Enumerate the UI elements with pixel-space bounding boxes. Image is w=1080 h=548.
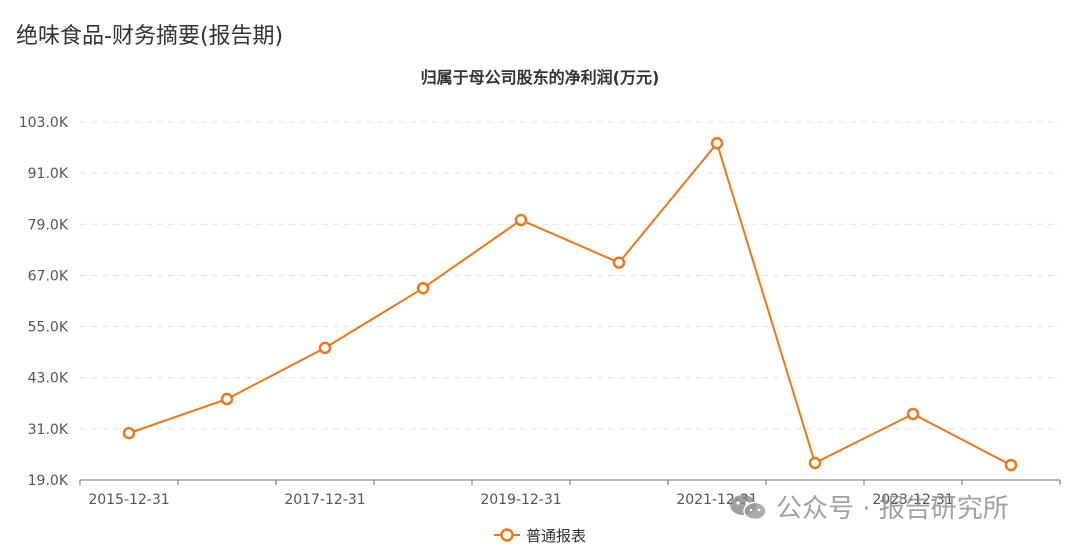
y-tick-label: 91.0K (28, 166, 69, 182)
y-tick-label: 43.0K (28, 371, 69, 387)
data-point (318, 341, 332, 355)
series-line (128, 141, 1012, 466)
data-point (612, 256, 626, 269)
data-point (514, 213, 528, 227)
y-tick-label: 55.0K (28, 320, 69, 336)
x-tick-label: 2019-12-31 (480, 492, 561, 508)
y-tick-label: 79.0K (28, 217, 69, 233)
watermark: 公众号 · 报告研究所 (728, 488, 1009, 525)
x-tick-label: 2015-12-31 (88, 492, 169, 508)
data-point (710, 137, 724, 150)
watermark-text: 公众号 · 报告研究所 (776, 494, 1009, 524)
data-point (122, 426, 136, 440)
x-tick-label: 2017-12-31 (284, 492, 365, 508)
y-tick-label: 67.0K (28, 268, 69, 284)
y-tick-label: 103.0K (19, 115, 69, 131)
wechat-icon (730, 494, 767, 520)
data-point (220, 392, 234, 406)
chart-title: 归属于母公司股东的净利润(万元) (420, 68, 660, 87)
y-tick-label: 31.0K (28, 422, 69, 438)
data-point (906, 407, 920, 421)
legend-marker (500, 528, 514, 542)
data-point (808, 456, 822, 470)
x-tick-label: 2023-12-31 (872, 492, 953, 508)
data-point (416, 281, 430, 295)
page-title: 绝味食品-财务摘要(报告期) (16, 24, 284, 49)
y-tick-label: 19.0K (28, 473, 69, 489)
legend-label: 普通报表 (526, 527, 586, 545)
data-point (1004, 458, 1018, 472)
